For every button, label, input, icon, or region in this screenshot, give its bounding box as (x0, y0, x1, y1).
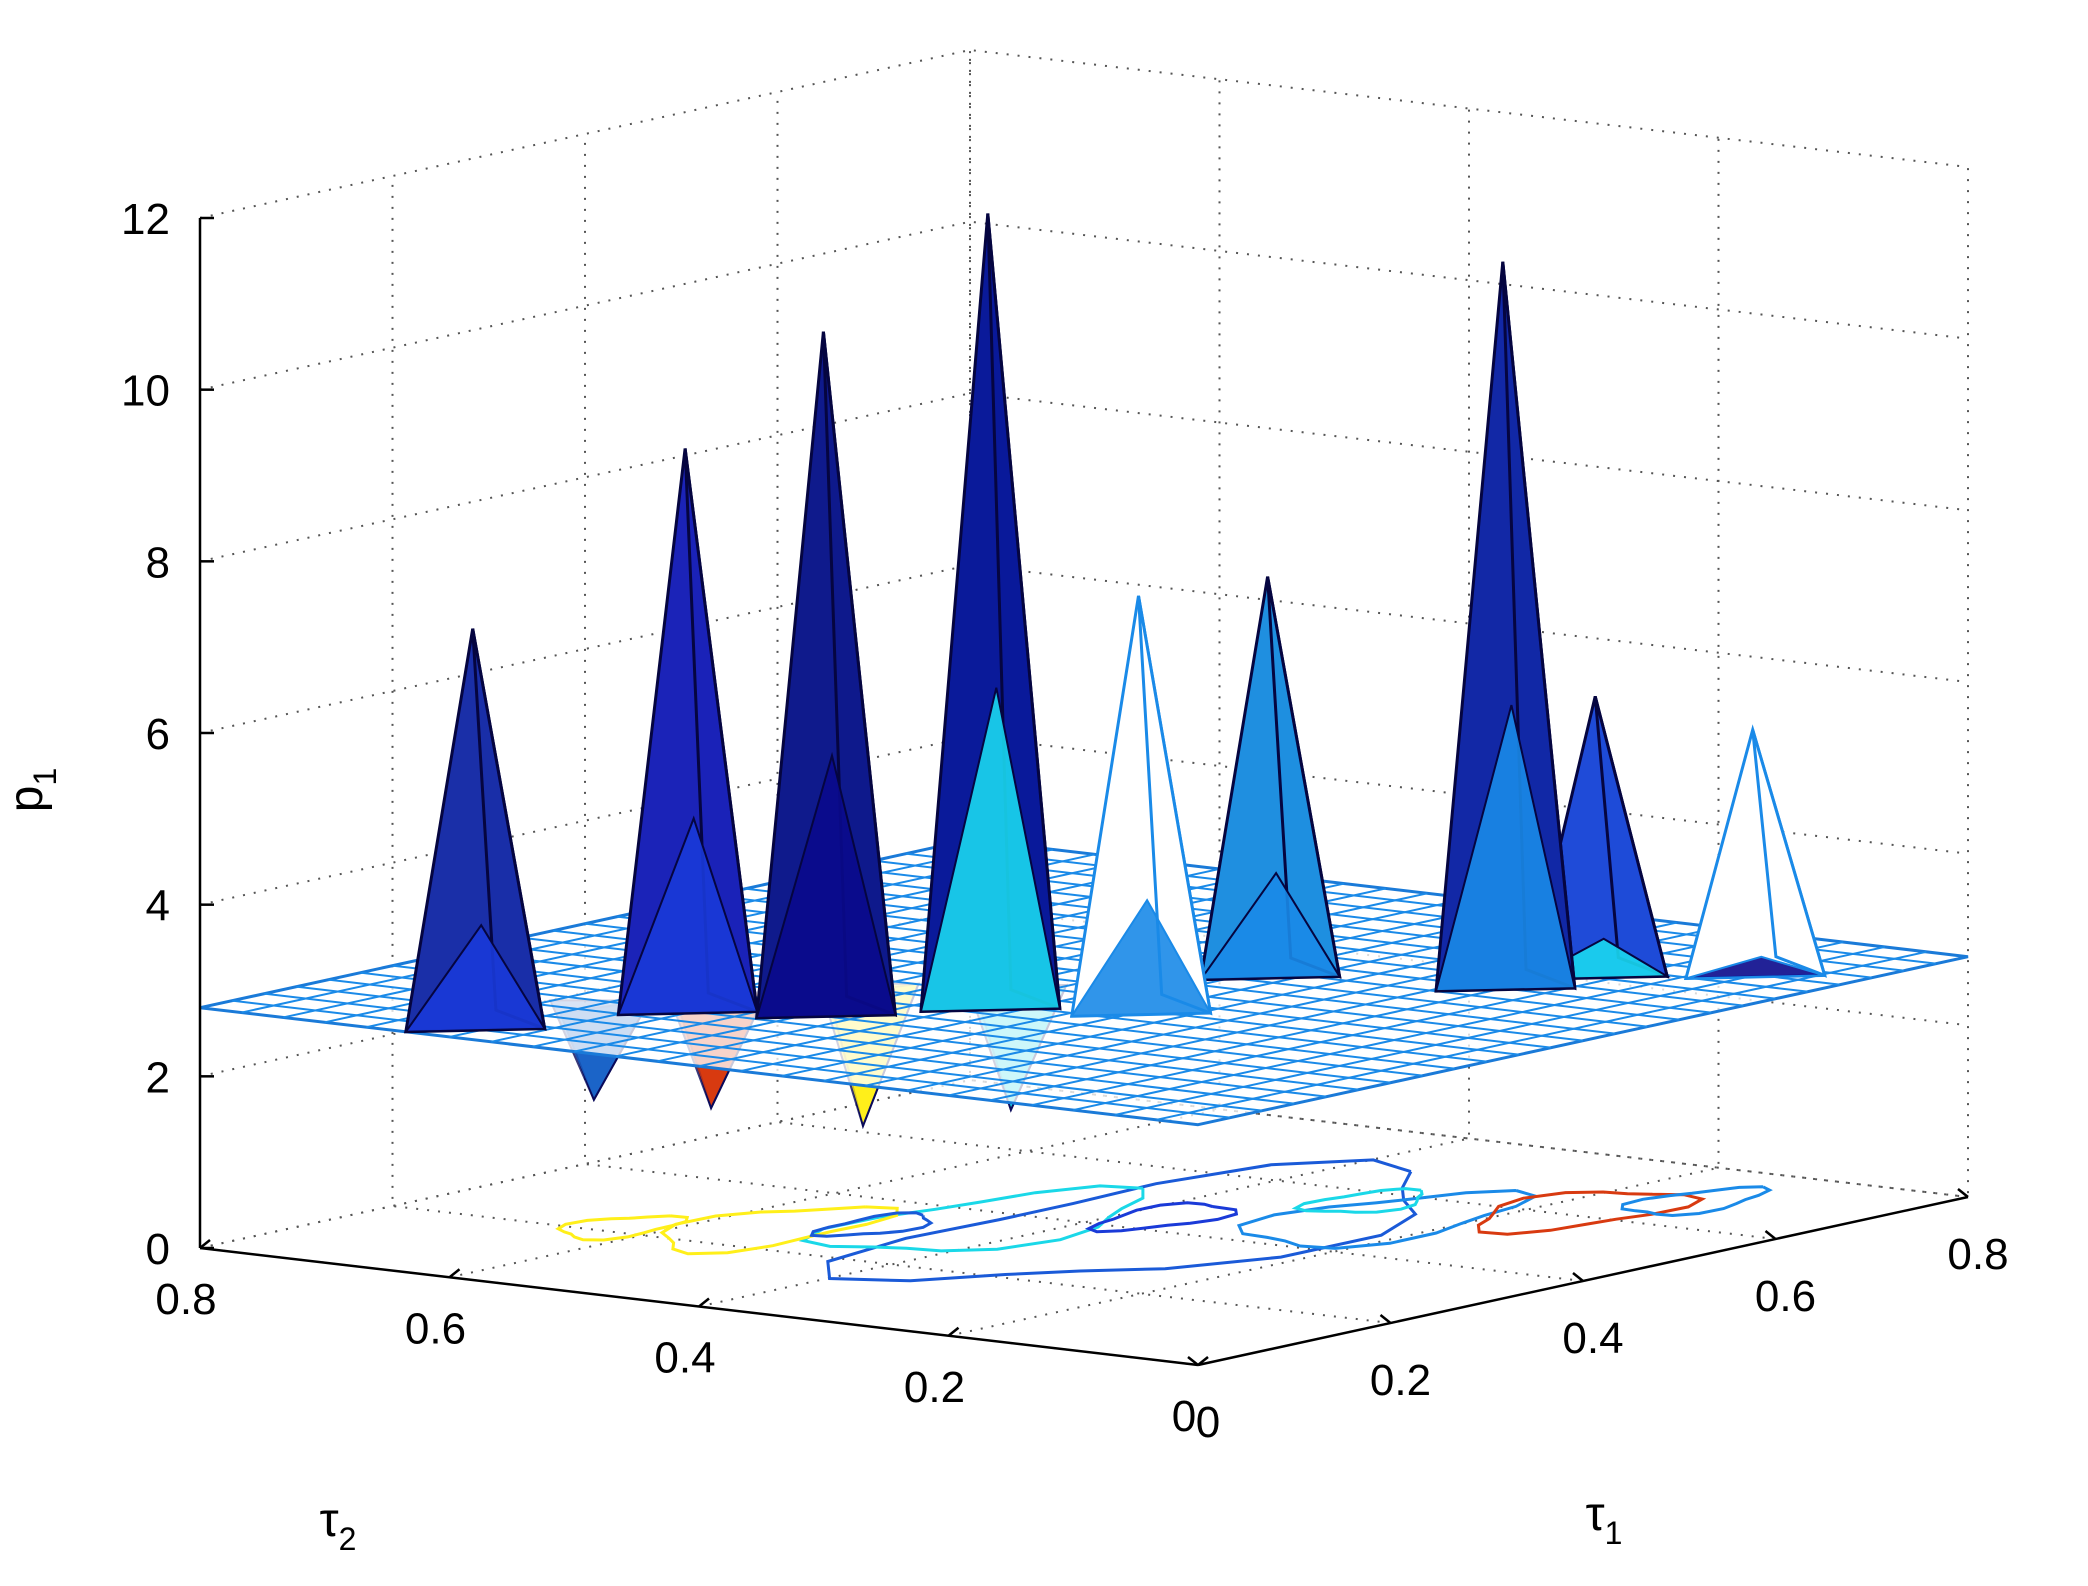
x-tick-mark (1379, 1314, 1392, 1324)
surface-peak-shoulder (1198, 871, 1342, 981)
x-tick-mark (1957, 1188, 1969, 1198)
x-tick-mark (1764, 1230, 1777, 1240)
y-tick-mark (698, 1297, 710, 1308)
y-axis-label-sub: 2 (339, 1521, 357, 1557)
z-tick-label: 10 (121, 367, 170, 416)
grid-line-z (199, 220, 1969, 391)
contour-line (826, 1158, 1418, 1283)
grid-line-y (698, 108, 1470, 1308)
x-tick-label: 0.4 (1562, 1314, 1623, 1363)
x-axis-label: τ1 (1586, 1488, 1623, 1551)
contour-line (1291, 1187, 1424, 1214)
z-tick-label: 12 (121, 195, 170, 244)
grid-line-y (449, 79, 1221, 1279)
y-tick-mark (448, 1268, 461, 1279)
peak-layer (403, 213, 1827, 1034)
surface-peak-shoulder (919, 687, 1062, 1013)
grid-line-z (199, 48, 1969, 219)
grid-line-z (199, 392, 1969, 563)
plane-mesh-line (241, 843, 1012, 1014)
z-tick-label: 4 (146, 882, 170, 931)
surface-peak-shoulder (1685, 955, 1825, 980)
contour-line (1236, 1189, 1540, 1250)
y-axis-label-main: τ (320, 1494, 339, 1547)
grid-line-y (948, 137, 1720, 1337)
surface-peak-shoulder (403, 923, 547, 1033)
contour-line (1620, 1185, 1773, 1218)
contour-line (1084, 1201, 1239, 1234)
x-tick-label: 0.6 (1755, 1272, 1816, 1321)
x-tick-label: 0 (1196, 1398, 1220, 1447)
grid-line-y (199, 50, 971, 1249)
grid-layer (199, 48, 1969, 1366)
z-axis-label-main: p (0, 786, 53, 813)
y-tick-label: 0.4 (654, 1334, 715, 1383)
z-tick-label: 8 (146, 538, 170, 587)
z-tick-label: 6 (146, 710, 170, 759)
y-tick-mark (1197, 1356, 1209, 1366)
surface-peak-face (1751, 729, 1827, 978)
x-axis-label-main: τ (1586, 1488, 1605, 1541)
surface-peak-shoulder (616, 815, 759, 1016)
contour-layer (555, 1158, 1773, 1283)
y-tick-mark (199, 1239, 211, 1249)
contour-line (659, 1205, 899, 1256)
x-axis-label-sub: 1 (1605, 1515, 1623, 1551)
grid-line-y (1197, 167, 1969, 1366)
z-tick-label: 0 (146, 1225, 170, 1274)
x-tick-mark (1572, 1272, 1584, 1282)
x-tick-mark (1187, 1356, 1199, 1366)
x-tick-label: 0.8 (1947, 1230, 2008, 1279)
contour-line (555, 1214, 690, 1242)
y-tick-label: 0.8 (155, 1275, 216, 1324)
z-tick-label: 2 (146, 1053, 170, 1102)
y-tick-label: 0.6 (405, 1304, 466, 1353)
y-axis-label: τ2 (320, 1494, 357, 1557)
surface-peak-shoulder (755, 751, 897, 1020)
contour-line (1476, 1190, 1707, 1236)
contour-line (809, 1211, 934, 1238)
contour-line (798, 1184, 1145, 1253)
y-tick-label: 0.2 (904, 1363, 965, 1412)
y-tick-mark (947, 1326, 960, 1337)
surface-peak-shoulder (1069, 898, 1213, 1018)
z-axis-label-sub: 1 (27, 768, 63, 786)
z-axis-label: p1 (0, 768, 63, 813)
y-tick-label: 0 (1172, 1392, 1196, 1441)
x-tick-label: 0.2 (1370, 1356, 1431, 1405)
surface-peak-shoulder (1434, 704, 1577, 993)
